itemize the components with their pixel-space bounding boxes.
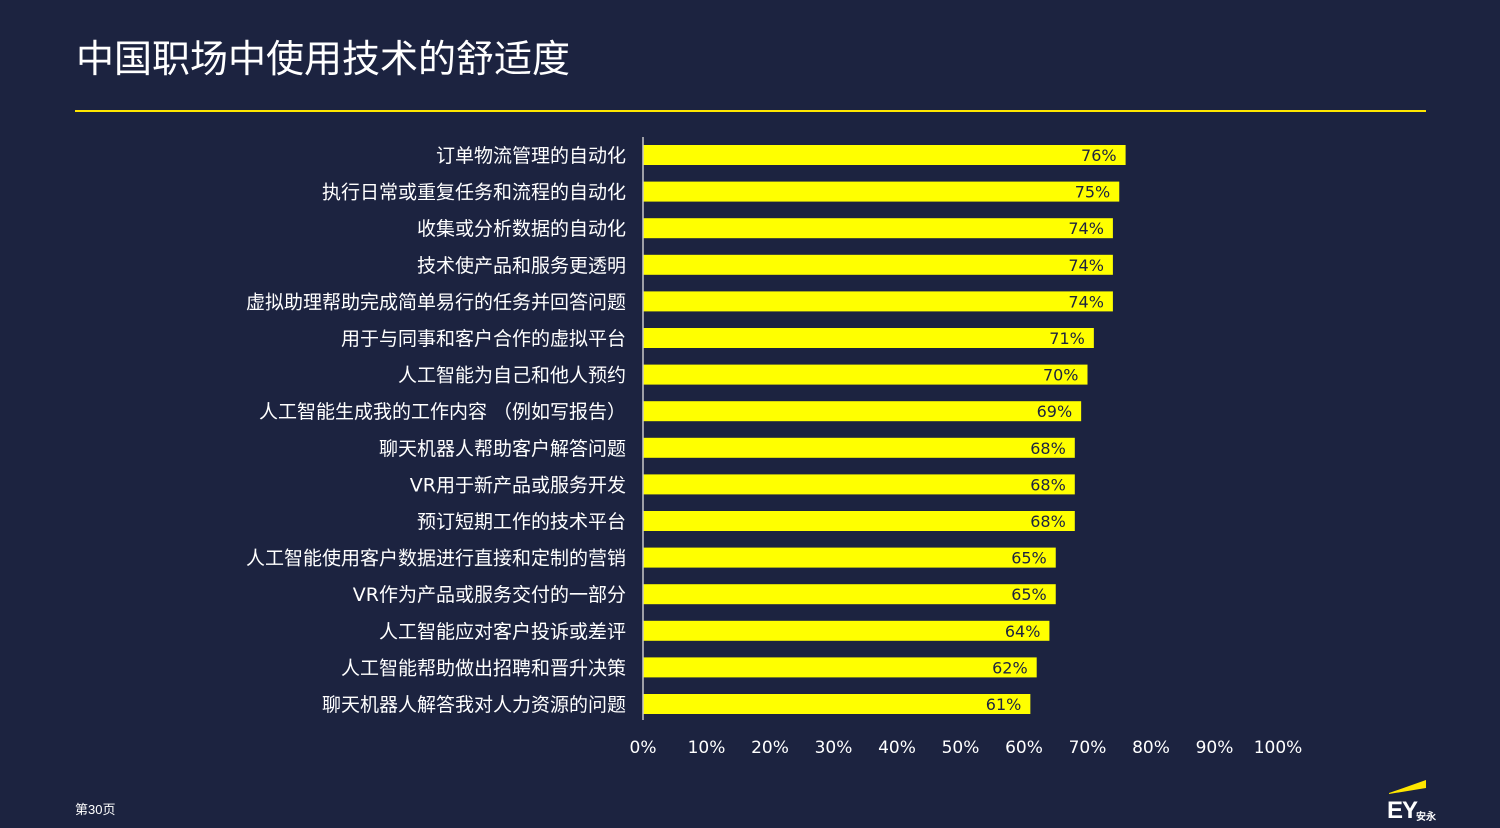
bar: [643, 694, 1031, 714]
logo-subtext: 安永: [1416, 812, 1436, 823]
bar: [643, 437, 1075, 458]
data-label: 65%: [1011, 549, 1047, 568]
data-label: 71%: [1049, 329, 1085, 348]
bar: [643, 474, 1075, 495]
title-divider: [75, 110, 1426, 112]
category-label: VR用于新产品或服务开发: [410, 474, 626, 496]
bar: [643, 620, 1050, 641]
bar: [643, 218, 1113, 239]
logo-slash-icon: [1389, 780, 1426, 794]
category-label: 人工智能使用客户数据进行直接和定制的营销: [246, 548, 626, 570]
category-label: 人工智能为自己和他人预约: [398, 365, 626, 387]
data-label: 70%: [1043, 366, 1079, 385]
category-label: 预订短期工作的技术平台: [417, 511, 626, 533]
bar: [643, 328, 1094, 348]
x-tick-label: 20%: [751, 738, 789, 758]
bar: [643, 584, 1056, 605]
x-tick-label: 60%: [1005, 738, 1043, 758]
bar: [643, 181, 1120, 202]
x-tick-label: 10%: [688, 738, 726, 758]
bar: [643, 657, 1037, 678]
category-label: 虚拟助理帮助完成简单易行的任务并回答问题: [246, 291, 626, 313]
category-label: 人工智能应对客户投诉或差评: [379, 621, 626, 643]
bar: [643, 145, 1126, 165]
x-tick-label: 80%: [1132, 738, 1170, 758]
data-label: 74%: [1068, 256, 1104, 275]
category-label: 执行日常或重复任务和流程的自动化: [322, 182, 626, 204]
page-title: 中国职场中使用技术的舒适度: [76, 39, 571, 81]
data-label: 69%: [1037, 402, 1073, 421]
category-label: 用于与同事和客户合作的虚拟平台: [341, 328, 626, 350]
data-label: 68%: [1030, 475, 1066, 494]
category-label: 聊天机器人帮助客户解答问题: [379, 438, 626, 460]
x-tick-label: 30%: [815, 738, 853, 758]
data-label: 62%: [992, 658, 1028, 677]
category-label: 收集或分析数据的自动化: [417, 218, 626, 240]
x-tick-label: 70%: [1069, 738, 1107, 758]
data-label: 68%: [1030, 439, 1066, 458]
data-label: 64%: [1005, 622, 1041, 641]
bar: [643, 547, 1056, 568]
x-tick-label: 90%: [1196, 738, 1234, 758]
x-tick-label: 0%: [630, 738, 657, 758]
bar: [643, 511, 1075, 531]
x-tick-label: 50%: [942, 738, 980, 758]
data-label: 75%: [1075, 183, 1111, 202]
category-label: 聊天机器人解答我对人力资源的问题: [322, 694, 626, 716]
data-label: 65%: [1011, 585, 1047, 604]
x-tick-label: 40%: [878, 738, 916, 758]
page-number: 第30页: [75, 802, 116, 817]
bar: [643, 401, 1082, 422]
data-label: 68%: [1030, 512, 1066, 531]
logo-text: EY: [1387, 797, 1418, 824]
category-label: 技术使产品和服务更透明: [417, 255, 626, 277]
ey-logo: EY 安永: [1384, 778, 1444, 824]
bar: [643, 291, 1113, 312]
data-label: 74%: [1068, 292, 1104, 311]
data-label: 61%: [986, 695, 1022, 714]
x-tick-label: 100%: [1254, 738, 1303, 758]
category-label: 人工智能生成我的工作内容 （例如写报告）: [259, 401, 626, 423]
data-label: 74%: [1068, 219, 1104, 238]
bar: [643, 254, 1113, 275]
bar: [643, 364, 1088, 385]
category-label: 人工智能帮助做出招聘和晋升决策: [341, 657, 626, 679]
category-label: VR作为产品或服务交付的一部分: [353, 584, 626, 606]
data-label: 76%: [1081, 146, 1117, 165]
category-label: 订单物流管理的自动化: [436, 145, 626, 167]
